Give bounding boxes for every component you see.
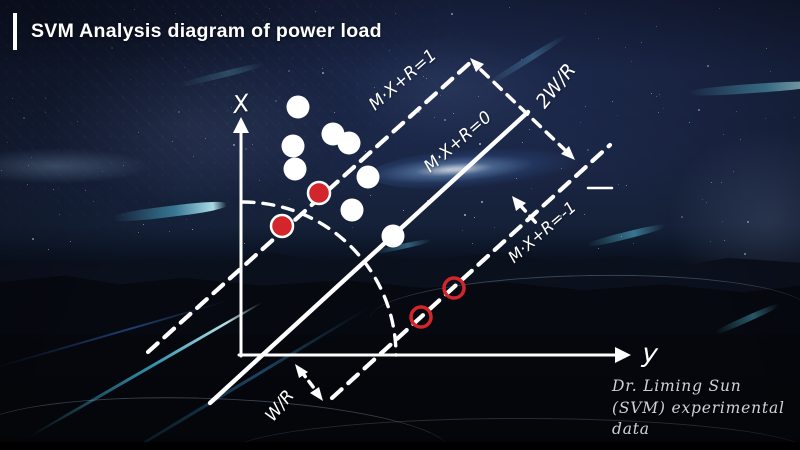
page-title: SVM Analysis diagram of power load xyxy=(31,20,382,42)
data-point-white xyxy=(356,165,380,189)
offset-arrowhead-top xyxy=(295,364,308,378)
data-point-white xyxy=(286,95,310,119)
attribution-line: (SVM) experimental data xyxy=(612,398,785,439)
data-points-layer xyxy=(269,95,466,329)
data-point-white xyxy=(381,224,405,248)
margin-width-arrowhead-top xyxy=(470,58,484,72)
data-point-white xyxy=(337,131,361,155)
x-axis-arrowhead xyxy=(233,117,249,133)
negative-margin-arrow-line xyxy=(518,203,539,226)
data-point-red-ring xyxy=(409,305,433,329)
title-accent-bar xyxy=(13,13,17,50)
data-point-white xyxy=(281,134,305,158)
margin-width-arrowhead-bottom xyxy=(561,146,575,160)
data-point-red xyxy=(306,180,332,206)
margin-line-positive xyxy=(145,58,475,355)
attribution-line: Dr. Liming Sun xyxy=(612,377,742,395)
data-point-red-ring xyxy=(442,276,466,300)
margin-width-arrow-line xyxy=(479,68,566,151)
data-point-red xyxy=(269,213,295,239)
attribution: Dr. Liming Sun (SVM) experimental data c… xyxy=(612,376,800,450)
data-point-white xyxy=(283,157,307,181)
bottom-bar xyxy=(0,442,800,450)
margin-line-negative xyxy=(329,142,613,401)
margin-arc xyxy=(241,200,398,357)
data-point-white xyxy=(340,198,364,222)
negative-margin-arrowhead xyxy=(512,196,526,211)
y-axis-arrowhead xyxy=(615,347,631,363)
y-axis-label: y xyxy=(641,338,659,370)
title-block: SVM Analysis diagram of power load xyxy=(13,13,382,50)
offset-arrowhead-bottom xyxy=(310,387,323,401)
